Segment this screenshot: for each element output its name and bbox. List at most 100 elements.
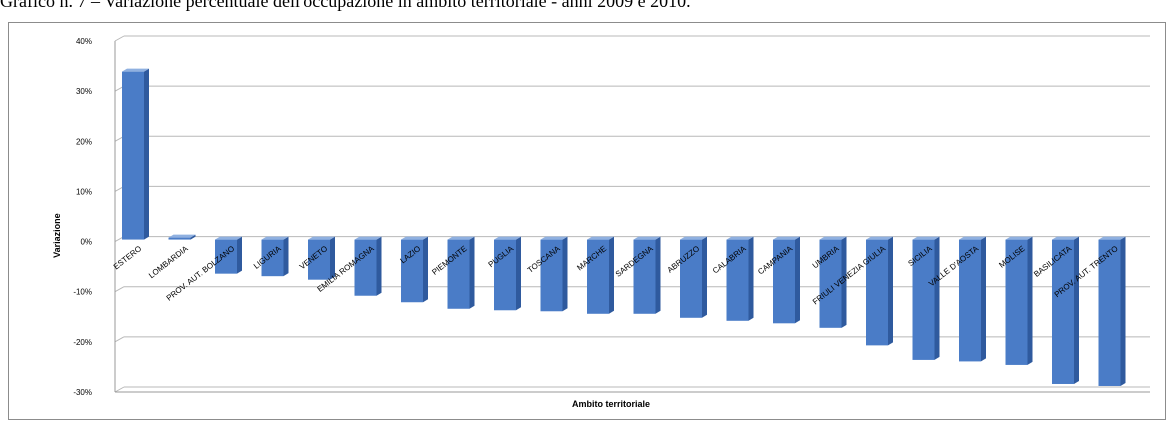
gridline-depth [114, 35, 125, 42]
bar-top [1098, 236, 1126, 240]
bar-front [215, 239, 237, 274]
bar-side [655, 236, 661, 314]
y-tick-label: -30% [73, 388, 92, 397]
bar-front [912, 239, 935, 360]
bar-side [1074, 236, 1079, 384]
bar [587, 236, 614, 314]
bar-side [237, 236, 242, 274]
bar-side [934, 236, 940, 360]
bar [773, 236, 800, 324]
bar-top [122, 68, 149, 72]
bar [168, 234, 196, 240]
bar-front [587, 239, 609, 314]
bar-top [959, 236, 986, 240]
bar-front [540, 239, 563, 312]
bar [447, 236, 475, 309]
bar [680, 236, 707, 318]
bar-top [168, 234, 196, 238]
bar-top [819, 236, 847, 240]
bar-top [447, 236, 475, 240]
bar [912, 236, 940, 360]
bar-front [1052, 239, 1074, 384]
bar [261, 236, 289, 277]
bar-side [376, 236, 382, 296]
bar-front [1005, 239, 1028, 365]
bar [122, 68, 149, 240]
bar-side [1120, 236, 1126, 386]
x-axis-title: Ambito territoriale [572, 399, 650, 409]
chart-caption: Grafico n. 7 – Variazione percentuale de… [0, 0, 691, 11]
bar-top [726, 236, 754, 240]
bar-side [748, 236, 754, 321]
bar [819, 236, 847, 328]
bar-top [1052, 236, 1079, 240]
bar-top [401, 236, 428, 240]
bar [540, 236, 568, 312]
bar [959, 236, 986, 362]
bar-side [888, 236, 893, 346]
bar [1052, 236, 1079, 384]
bar-front [308, 239, 330, 280]
bar-side [516, 236, 521, 311]
gridline-depth [114, 386, 125, 393]
bar-front [1098, 239, 1121, 386]
bars [122, 68, 1126, 386]
bar [1005, 236, 1033, 365]
bar-top [494, 236, 521, 240]
bar-front [354, 239, 377, 296]
y-tick-label: 10% [76, 187, 92, 196]
bar-front [819, 239, 842, 328]
bar-side [330, 236, 335, 280]
bar-front [401, 239, 423, 303]
bar-front [447, 239, 470, 309]
bar-side [283, 236, 289, 277]
bar-front [494, 239, 516, 311]
bar-front [633, 239, 656, 314]
bar [1098, 236, 1126, 386]
y-tick-label: -10% [73, 288, 92, 297]
bar-front [773, 239, 795, 324]
y-tick-label: 20% [76, 137, 92, 146]
bar-side [423, 236, 428, 303]
bar-front [168, 237, 191, 240]
bar-front [261, 239, 284, 277]
y-tick-label: 30% [76, 87, 92, 96]
bar-front [726, 239, 749, 321]
gridlines [114, 35, 1150, 393]
bar [494, 236, 521, 311]
gridline-depth [114, 286, 125, 293]
bar-top [308, 236, 335, 240]
bar-top [680, 236, 707, 240]
bar [401, 236, 428, 303]
bar-top [261, 236, 289, 240]
y-tick-label: 0% [80, 238, 92, 247]
y-tick-label: -20% [73, 338, 92, 347]
bar-side [702, 236, 707, 318]
bar-side [469, 236, 475, 309]
bar [354, 236, 382, 296]
y-axis-title: Variazione [52, 213, 62, 258]
x-tick-label: ESTERO [112, 244, 143, 271]
bar-side [841, 236, 847, 328]
bar-front [680, 239, 702, 318]
bar-front [959, 239, 981, 362]
bar-top [912, 236, 940, 240]
bar-top [633, 236, 661, 240]
bar-front [122, 71, 144, 240]
bar-side [609, 236, 614, 314]
bar-top [354, 236, 382, 240]
y-tick-label: 40% [76, 37, 92, 46]
bar-side [795, 236, 800, 324]
bar [215, 236, 242, 274]
bar-side [1027, 236, 1033, 365]
x-tick-label: LOMBARDIA [147, 244, 190, 281]
bar [866, 236, 893, 346]
gridline-depth [114, 336, 125, 343]
bar-top [587, 236, 614, 240]
bar-side [562, 236, 568, 312]
bar-front [866, 239, 888, 346]
bar-top [215, 236, 242, 240]
bar [308, 236, 335, 280]
bar-side [144, 68, 149, 240]
